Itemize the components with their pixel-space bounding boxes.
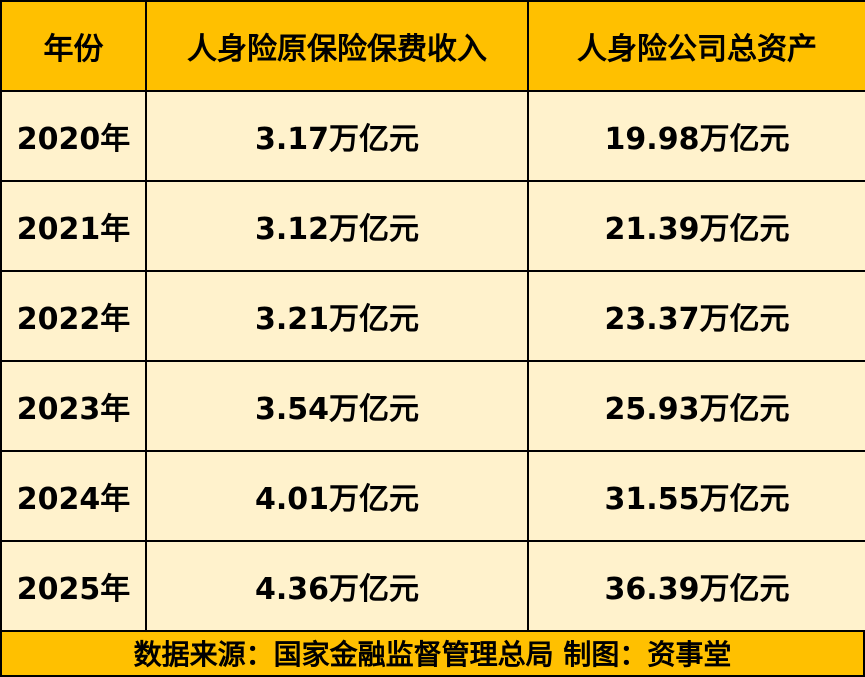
year-cell: 2025年 xyxy=(0,540,147,632)
premium-cell: 4.36万亿元 xyxy=(145,540,529,632)
premium-cell: 3.54万亿元 xyxy=(145,360,529,452)
data-table: 年份 人身险原保险保费收入 人身险公司总资产 2020年 3.17万亿元 19.… xyxy=(0,0,865,632)
premium-cell: 4.01万亿元 xyxy=(145,450,529,542)
assets-cell: 21.39万亿元 xyxy=(527,180,865,272)
assets-cell: 25.93万亿元 xyxy=(527,360,865,452)
header-row: 年份 人身险原保险保费收入 人身险公司总资产 xyxy=(0,0,865,92)
table-row: 2023年 3.54万亿元 25.93万亿元 xyxy=(0,360,865,452)
assets-cell: 31.55万亿元 xyxy=(527,450,865,542)
header-total-assets: 人身险公司总资产 xyxy=(527,0,865,92)
header-year: 年份 xyxy=(0,0,147,92)
assets-cell: 23.37万亿元 xyxy=(527,270,865,362)
year-cell: 2022年 xyxy=(0,270,147,362)
table-row: 2025年 4.36万亿元 36.39万亿元 xyxy=(0,540,865,632)
table-row: 2024年 4.01万亿元 31.55万亿元 xyxy=(0,450,865,542)
premium-cell: 3.21万亿元 xyxy=(145,270,529,362)
table-row: 2022年 3.21万亿元 23.37万亿元 xyxy=(0,270,865,362)
year-cell: 2023年 xyxy=(0,360,147,452)
header-premium-income: 人身险原保险保费收入 xyxy=(145,0,529,92)
assets-cell: 36.39万亿元 xyxy=(527,540,865,632)
premium-cell: 3.17万亿元 xyxy=(145,90,529,182)
table-row: 2021年 3.12万亿元 21.39万亿元 xyxy=(0,180,865,272)
year-cell: 2020年 xyxy=(0,90,147,182)
source-footer: 数据来源：国家金融监督管理总局 制图：资事堂 xyxy=(0,632,865,677)
table-row: 2020年 3.17万亿元 19.98万亿元 xyxy=(0,90,865,182)
year-cell: 2024年 xyxy=(0,450,147,542)
assets-cell: 19.98万亿元 xyxy=(527,90,865,182)
year-cell: 2021年 xyxy=(0,180,147,272)
premium-cell: 3.12万亿元 xyxy=(145,180,529,272)
